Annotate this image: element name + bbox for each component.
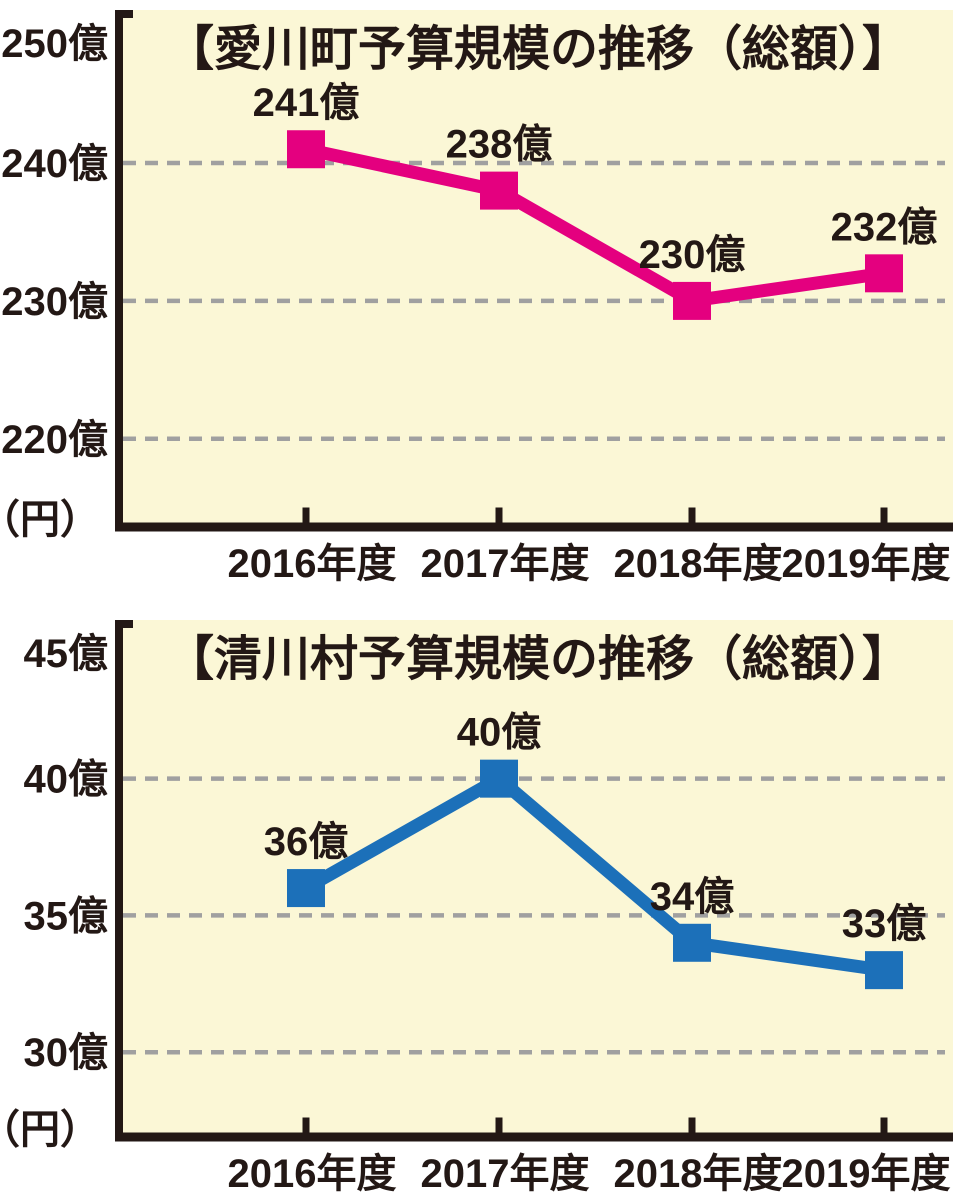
y-axis-top-cap <box>115 620 133 628</box>
unit-label: （円） <box>0 498 100 542</box>
y-axis-label: 40億 <box>24 758 109 802</box>
data-point-marker <box>673 923 711 962</box>
axis-tick <box>688 1117 696 1133</box>
data-point-marker <box>287 869 325 908</box>
data-point-label: 232億 <box>831 205 938 249</box>
plot-area <box>123 620 953 1137</box>
series-line <box>304 142 885 308</box>
data-point-label: 33億 <box>842 902 927 946</box>
data-point-label: 238億 <box>446 123 553 167</box>
data-point-label: 36億 <box>264 820 349 864</box>
y-axis-top-cap <box>115 10 133 18</box>
data-point-label: 40億 <box>457 711 542 755</box>
y-axis-line <box>115 620 123 1142</box>
y-axis-label: 45億 <box>24 632 109 676</box>
series-line <box>302 770 885 977</box>
data-point-marker <box>673 281 711 320</box>
x-axis-label: 2018年度 <box>614 1152 783 1196</box>
x-axis-label: 2016年度 <box>228 542 397 586</box>
data-point-marker <box>865 254 903 293</box>
chart-title: 【清川村予算規模の推移（総額）】 <box>166 633 910 686</box>
x-axis-line <box>115 1132 953 1142</box>
y-axis-label: 240億 <box>1 142 108 186</box>
axis-tick <box>302 1117 310 1133</box>
y-axis-label: 35億 <box>24 894 109 938</box>
chart-title: 【愛川町予算規模の推移（総額）】 <box>166 23 910 76</box>
axis-tick <box>880 1117 888 1133</box>
x-axis-label: 2019年度 <box>782 542 951 586</box>
axis-tick <box>688 507 696 523</box>
axis-tick <box>880 507 888 523</box>
x-axis-label: 2017年度 <box>421 542 590 586</box>
data-point-marker <box>865 951 903 990</box>
x-axis-label: 2016年度 <box>228 1152 397 1196</box>
x-axis-line <box>115 522 953 532</box>
y-axis-label: 250億 <box>1 22 108 66</box>
data-point-marker <box>480 759 518 798</box>
axis-tick <box>495 1117 503 1133</box>
y-axis-label: 230億 <box>1 280 108 324</box>
unit-label: （円） <box>0 1108 100 1152</box>
aikawa-chart-canvas: 241億 238億 230億 232億 250億 240億 230億 220億 （円） 2016年… <box>0 10 953 586</box>
budget-chart-aikawa: 241億 238億 230億 232億 250億 240億 230億 220億 （円） 2016年… <box>0 10 953 586</box>
data-point-label: 241億 <box>253 81 360 125</box>
kiyokawa-chart-canvas: 36億 40億 34億 33億 45億 40億 35億 30億 （円） 2016年度 2017年度 2… <box>0 620 953 1196</box>
x-axis-label: 2017年度 <box>421 1152 590 1196</box>
x-axis-label: 2019年度 <box>782 1152 951 1196</box>
y-axis-label: 30億 <box>24 1031 109 1075</box>
data-point-marker <box>480 171 518 210</box>
data-point-label: 230億 <box>639 233 746 277</box>
axis-tick <box>302 507 310 523</box>
budget-chart-kiyokawa: 36億 40億 34億 33億 45億 40億 35億 30億 （円） 2016年度 2017年度 2… <box>0 600 953 1200</box>
data-point-marker <box>287 130 325 169</box>
plot-area <box>123 10 953 527</box>
x-axis-label: 2018年度 <box>614 542 783 586</box>
axis-tick <box>495 507 503 523</box>
y-axis-label: 220億 <box>1 418 108 462</box>
y-axis-line <box>115 10 123 532</box>
data-point-label: 34億 <box>650 875 735 919</box>
